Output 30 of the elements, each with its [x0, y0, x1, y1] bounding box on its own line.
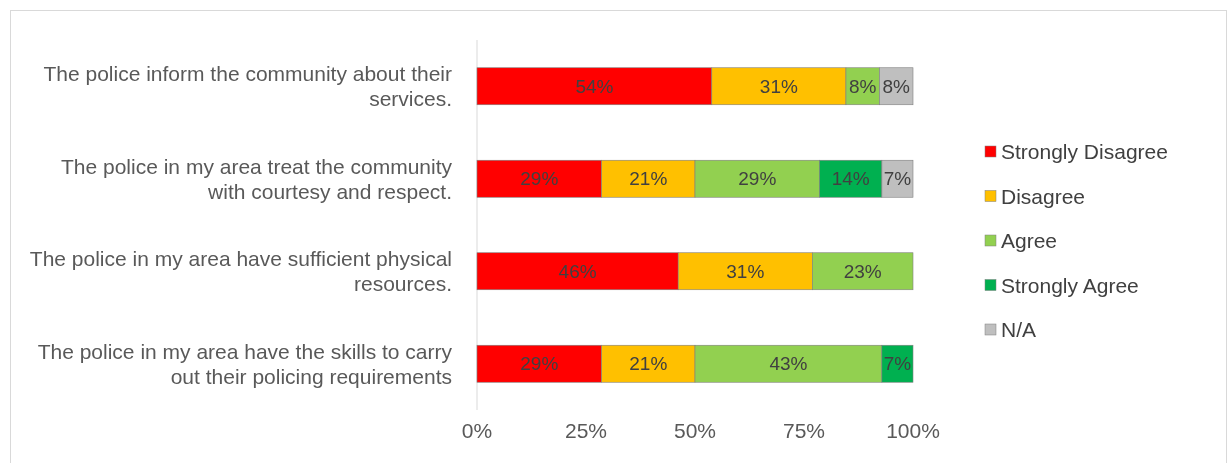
y-tick-label: The police in my area have the skills to carry out their policing requirements [37, 339, 453, 388]
x-tick-label: 75% [782, 419, 826, 442]
legend-label: Strongly Disagree [1001, 140, 1168, 164]
data-label: 8% [882, 75, 911, 97]
legend-label: Strongly Agree [1001, 273, 1139, 297]
data-label: 31% [759, 75, 798, 97]
x-tick-label: 0% [461, 419, 493, 442]
data-label: 46% [558, 260, 597, 282]
data-label: 54% [575, 75, 614, 97]
data-label: 31% [726, 260, 765, 282]
data-label: 21% [629, 353, 668, 375]
y-tick-label: The police in my area have sufficient physical resources. [29, 247, 452, 296]
data-label: 7% [883, 353, 912, 375]
data-label: 8% [848, 75, 877, 97]
data-label: 21% [629, 168, 668, 190]
data-label: 29% [520, 353, 559, 375]
data-label: 29% [520, 168, 559, 190]
y-tick-label: The police inform the community about their services. [43, 62, 452, 111]
data-label: 23% [843, 260, 882, 282]
data-label: 43% [769, 353, 808, 375]
x-tick-label: 50% [673, 419, 717, 442]
data-label: 29% [738, 168, 777, 190]
legend-label: Disagree [1001, 184, 1086, 208]
legend-label: N/A [1001, 318, 1037, 342]
data-label: 14% [831, 168, 870, 190]
x-tick-label: 100% [886, 419, 940, 442]
data-label: 7% [883, 168, 912, 190]
y-tick-label: The police in my area treat the community with courtesy and respect. [60, 154, 453, 203]
x-tick-label: 25% [564, 419, 608, 442]
legend-label: Agree [1001, 229, 1058, 253]
